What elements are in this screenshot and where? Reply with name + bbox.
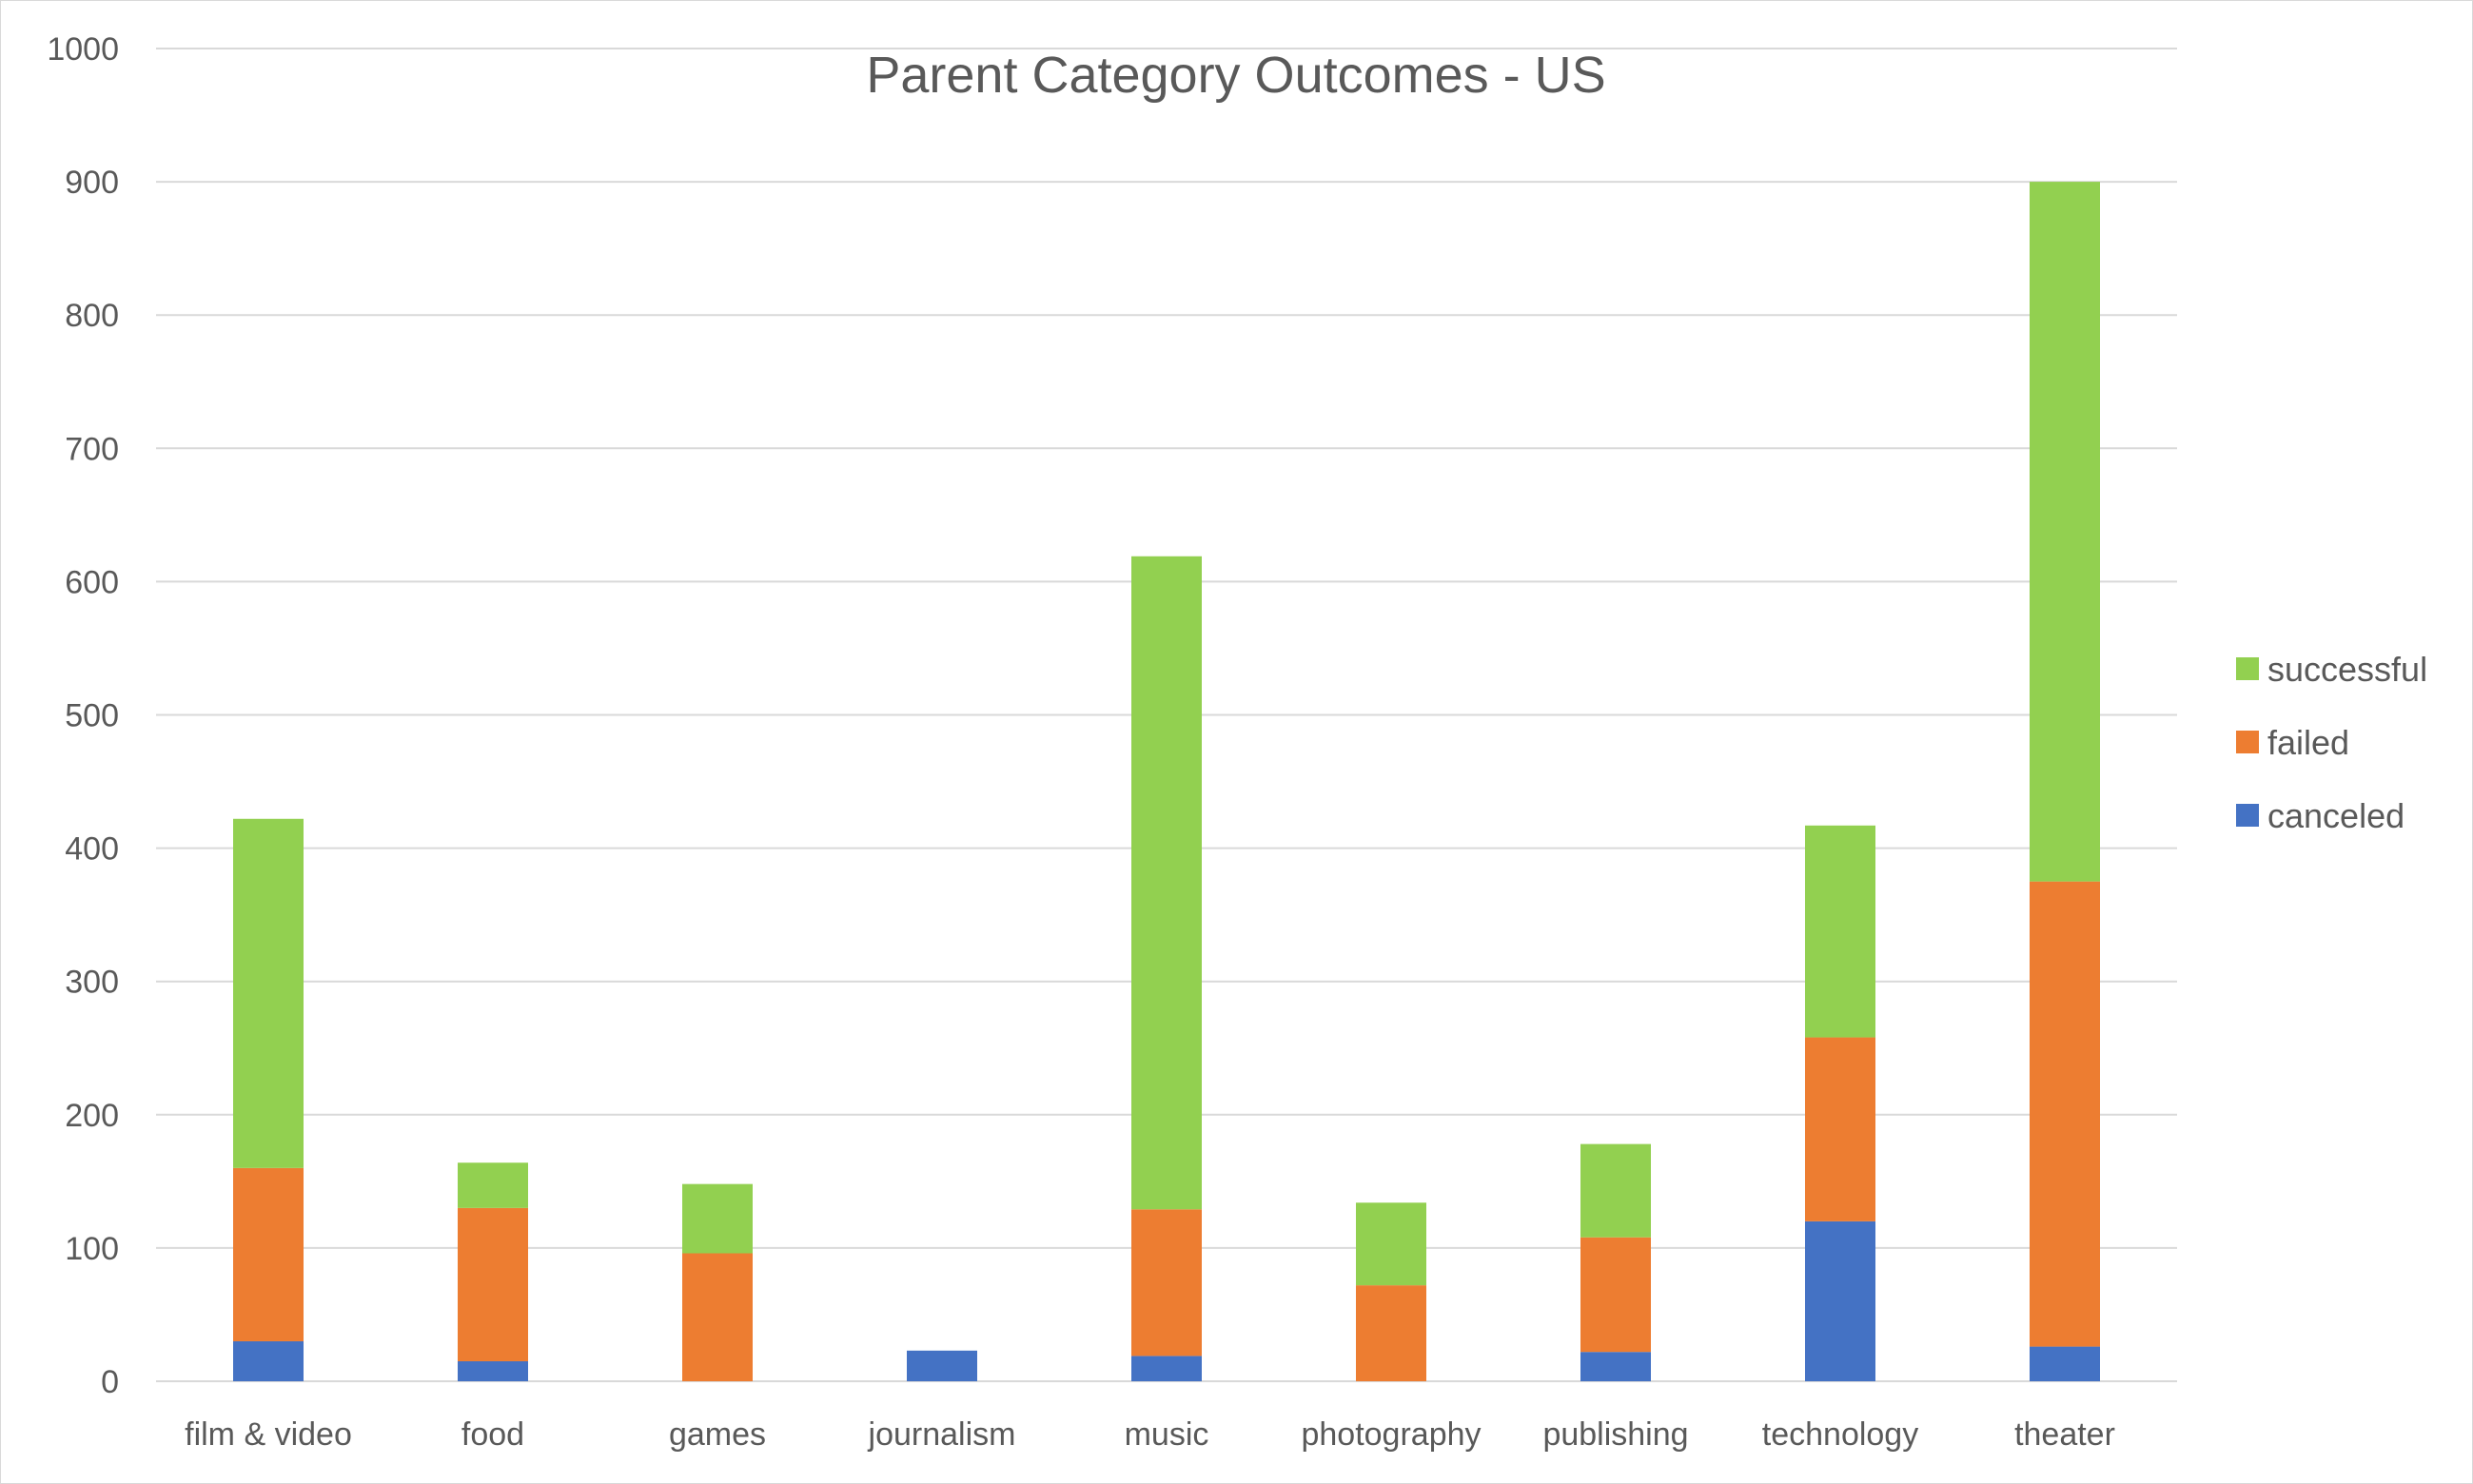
y-tick-label: 400 — [65, 831, 119, 868]
x-tick-label: theater — [2014, 1416, 2115, 1453]
bar-failed — [1805, 1037, 1875, 1221]
y-tick-label: 600 — [65, 564, 119, 600]
bar-successful — [2030, 182, 2100, 882]
bar-canceled — [1131, 1356, 1202, 1381]
bar-canceled — [907, 1350, 977, 1381]
y-tick-label: 500 — [65, 698, 119, 734]
y-tick-label: 100 — [65, 1231, 119, 1267]
bar-successful — [1805, 825, 1875, 1038]
bar-successful — [458, 1162, 528, 1208]
y-tick-label: 300 — [65, 965, 119, 1001]
y-tick-label: 0 — [101, 1364, 119, 1400]
bar-successful — [682, 1183, 753, 1254]
x-tick-label: film & video — [185, 1416, 352, 1453]
legend-swatch-canceled — [2236, 804, 2259, 827]
y-tick-label: 1000 — [47, 31, 119, 68]
bar-canceled — [233, 1340, 304, 1381]
x-tick-label: games — [669, 1416, 766, 1453]
bar-failed — [682, 1253, 753, 1381]
bar-successful — [1580, 1143, 1651, 1238]
bar-failed — [233, 1167, 304, 1341]
y-tick-label: 200 — [65, 1098, 119, 1134]
bars — [233, 182, 2100, 1381]
bar-failed — [458, 1207, 528, 1361]
legend: successful failed canceled — [2236, 650, 2427, 835]
y-axis-tick-labels: 0 100 200 300 400 500 600 700 800 900 1000 — [47, 31, 119, 1400]
legend-label-failed: failed — [2267, 723, 2349, 762]
bar-successful — [233, 818, 304, 1168]
y-tick-label: 800 — [65, 298, 119, 334]
x-tick-label: music — [1125, 1416, 1209, 1453]
legend-swatch-successful — [2236, 657, 2259, 680]
x-tick-label: journalism — [868, 1416, 1016, 1453]
bar-failed — [1580, 1237, 1651, 1353]
bar-successful — [1356, 1202, 1426, 1286]
bar-failed — [1356, 1285, 1426, 1381]
chart-title: Parent Category Outcomes - US — [866, 47, 1605, 104]
legend-label-successful: successful — [2267, 650, 2427, 689]
x-tick-label: technology — [1762, 1416, 1918, 1453]
bar-canceled — [1580, 1352, 1651, 1381]
x-tick-label: photography — [1301, 1416, 1481, 1453]
bar-canceled — [458, 1360, 528, 1381]
bar-failed — [1131, 1209, 1202, 1357]
bar-successful — [1131, 556, 1202, 1210]
x-axis-tick-labels: film & video food games journalism music phot… — [185, 1416, 2115, 1453]
y-tick-label: 700 — [65, 431, 119, 467]
x-tick-label: food — [461, 1416, 524, 1453]
bar-failed — [2030, 881, 2100, 1347]
legend-label-canceled: canceled — [2267, 796, 2404, 835]
bar-canceled — [1805, 1220, 1875, 1381]
x-tick-label: publishing — [1542, 1416, 1688, 1453]
legend-swatch-failed — [2236, 731, 2259, 753]
bar-canceled — [2030, 1346, 2100, 1381]
y-tick-label: 900 — [65, 165, 119, 201]
